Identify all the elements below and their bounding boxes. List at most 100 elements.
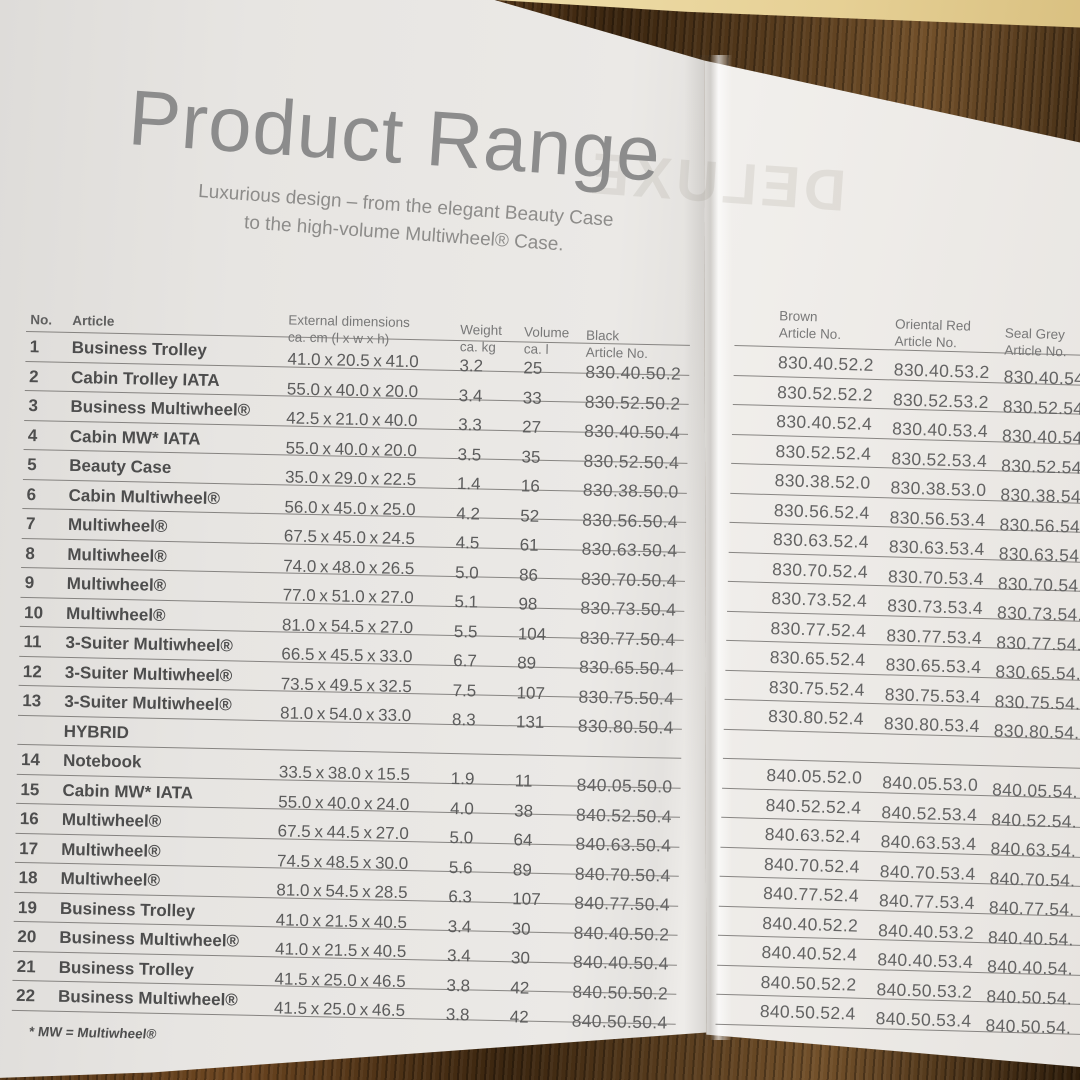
cell-oriental-red-article-no: 830.38.53.0 [890,477,987,501]
cell-black-article-no: 830.56.50.4 [582,509,679,532]
cell-dimensions: 81.0 x 54.5 x 27.0 [281,614,414,637]
cell-no: 8 [25,543,36,563]
cell-article: Beauty Case [69,455,172,478]
cell-volume: 42 [509,1007,529,1027]
cell-article: Business Trolley [71,337,208,360]
cell-brown-article-no: 830.77.52.4 [770,617,867,641]
cell-article: Cabin Trolley IATA [70,367,220,390]
cell-black-article-no: 840.70.50.4 [574,863,671,886]
cell-weight: 4.5 [455,533,480,553]
table-body-main: 1 Business Trolley 41.0 x 20.5 x 41.0 3.2 25… [11,331,690,1033]
cell-oriental-red-article-no: 830.63.53.4 [888,536,985,560]
cell-no: 15 [20,779,40,799]
cell-oriental-red-article-no: 830.56.53.4 [889,506,986,530]
cell-oriental-red-article-no: 840.50.53.4 [875,1008,972,1031]
cell-volume: 52 [520,505,540,526]
cell-no: 5 [27,455,37,475]
cell-article: 3-Suiter Multiwheel® [65,632,234,656]
table-body-colors: 830.40.52.2 830.40.53.2 830.40.54. 830.52.5… [715,345,1080,1038]
cell-black-article-no: 840.50.50.4 [571,1010,668,1033]
cell-oriental-red-article-no: 830.73.53.4 [886,595,984,619]
header-dimensions: External dimensions ca. cm (l x w x h) [287,312,411,347]
cell-seal-grey-article-no [993,750,1080,756]
cell-brown-article-no: 840.50.52.2 [760,971,857,995]
section-label: HYBRID [63,721,130,742]
cell-weight: 3.4 [447,916,472,936]
cell-article: Notebook [62,750,142,772]
cell-weight: 3.8 [445,1004,470,1025]
footnote: * MW = Multiwheel® [28,1024,158,1042]
cell-brown-article-no: 840.70.52.4 [763,853,860,877]
cell-black-article-no: 840.05.50.0 [576,774,673,797]
cell-weight: 3.4 [446,945,471,966]
cell-no: 1 [29,337,40,357]
cell-brown-article-no: 830.52.52.4 [775,440,872,464]
cell-weight: 3.4 [458,385,483,406]
cell-weight: 5.1 [454,592,479,612]
cell-weight: 1.4 [456,474,481,494]
cell-volume: 86 [518,564,539,585]
cell-brown-article-no [768,736,884,739]
cell-oriental-red-article-no: 840.40.53.2 [877,919,975,943]
cell-no: 7 [25,514,36,534]
cell-brown-article-no: 840.63.52.4 [764,824,861,847]
cell-volume: 61 [519,535,539,555]
cell-volume: 131 [515,712,545,732]
cell-weight: 4.2 [456,503,481,524]
cell-weight: 3.2 [459,356,484,376]
cell-dimensions: 42.5 x 21.0 x 40.0 [286,408,418,431]
cell-volume: 11 [514,771,533,791]
cell-black-article-no: 830.70.50.4 [580,568,677,591]
cell-oriental-red-article-no: 830.70.53.4 [887,565,985,589]
cell-oriental-red-article-no: 830.52.53.2 [892,388,990,412]
cell-no [18,720,64,721]
cell-black-article-no: 840.40.50.2 [573,922,670,945]
cell-brown-article-no: 830.75.52.4 [768,676,865,700]
cell-volume: 30 [510,948,531,968]
cell-volume: 38 [513,800,534,821]
cell-brown-article-no: 830.65.52.4 [769,647,866,670]
cell-brown-article-no: 830.63.52.4 [772,529,870,552]
cell-brown-article-no: 830.40.52.4 [776,411,873,434]
cell-weight: 5.6 [448,857,473,877]
cell-no: 19 [17,897,38,917]
cell-article: Cabin Multiwheel® [68,485,221,508]
cell-brown-article-no: 830.56.52.4 [773,499,870,523]
cell-weight: 6.3 [448,886,473,907]
cell-dimensions: 41.0 x 20.5 x 41.0 [287,349,419,372]
cell-dimensions: 74.5 x 48.5 x 30.0 [276,850,409,873]
cell-volume: 107 [512,889,541,909]
cell-dimensions: 55.0 x 40.0 x 24.0 [278,791,410,814]
cell-volume: 104 [517,623,547,644]
cell-black-article-no: 840.52.50.4 [575,804,672,827]
cell-dimensions: 41.5 x 25.0 x 46.5 [274,968,406,991]
cell-volume: 35 [521,446,541,467]
cell-dimensions: 73.5 x 49.5 x 32.5 [280,673,413,696]
cell-brown-article-no: 840.05.52.0 [766,765,863,788]
cell-oriental-red-article-no: 830.65.53.4 [885,654,982,677]
cell-weight: 3.3 [457,415,483,435]
cell-brown-article-no: 830.80.52.4 [767,706,865,729]
cell-oriental-red-article-no: 840.70.53.4 [879,860,976,884]
cell-article: Business Trolley [59,898,196,921]
cell-oriental-red-article-no: 830.40.53.2 [893,359,990,383]
cell-brown-article-no: 830.40.52.2 [777,352,874,375]
cell-weight: 7.5 [452,680,477,700]
header-black-article-no: Black Article No. [585,327,649,361]
cell-oriental-red-article-no: 830.40.53.4 [891,418,989,442]
cell-weight: 4.0 [449,798,474,818]
cell-dimensions: 74.0 x 48.0 x 26.5 [283,555,415,578]
cell-volume: 89 [517,653,537,673]
cell-oriental-red-article-no: 830.77.53.4 [886,624,983,648]
cell-dimensions: 56.0 x 45.0 x 25.0 [284,496,416,519]
cell-no: 11 [23,632,42,652]
cell-dimensions: 33.5 x 38.0 x 15.5 [278,762,411,785]
header-article: Article [72,313,115,330]
cell-oriental-red-article-no: 840.77.53.4 [878,890,976,913]
cell-oriental-red-article-no: 840.52.53.4 [881,801,978,825]
cell-brown-article-no: 840.52.52.4 [765,794,862,818]
cell-black-article-no: 840.40.50.4 [572,951,669,974]
cell-no: 22 [15,985,36,1006]
cell-article: Business Trolley [58,957,195,980]
cell-volume: 27 [521,417,542,437]
